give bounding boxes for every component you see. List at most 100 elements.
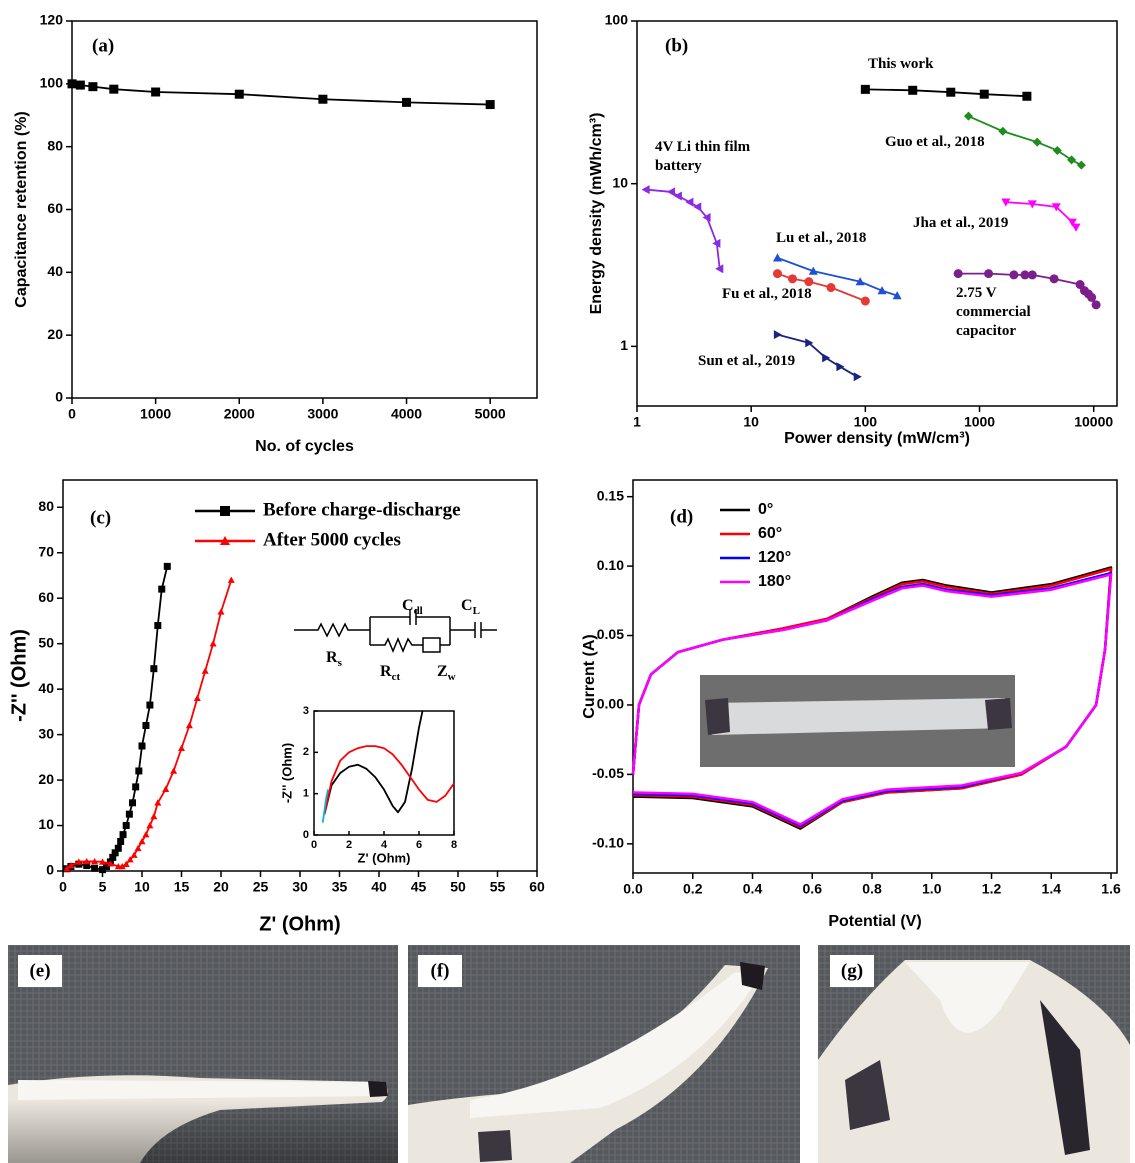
x-tick-label: 60 (529, 879, 545, 895)
marker (1028, 270, 1037, 279)
marker (186, 722, 193, 728)
marker (132, 783, 139, 790)
x-tick-label: 6 (416, 839, 422, 851)
x-tick-label: 4 (381, 839, 388, 851)
x-tick-label: 8 (451, 839, 457, 851)
circuit-label-sub: L (473, 605, 480, 617)
y-tick-label: 3 (303, 705, 309, 717)
y-axis-label: Energy density (mWh/cm³) (588, 113, 605, 315)
x-tick-label: 20 (213, 879, 229, 895)
series-line (72, 84, 490, 105)
y-tick-label: 0.00 (597, 696, 624, 712)
y-tick-label: 0.15 (597, 487, 624, 503)
photo (408, 945, 800, 1163)
y-tick-label: 1 (620, 337, 628, 353)
circuit-label: Rs (326, 649, 343, 669)
y-tick-label: 20 (38, 771, 54, 787)
marker (228, 577, 235, 583)
marker (202, 667, 209, 673)
circuit (294, 609, 497, 652)
series-label: Jha et al., 2019 (913, 214, 1063, 233)
circuit-label-main: C (402, 597, 414, 614)
series-label-box: 4V Li thin film battery (655, 138, 795, 208)
marker (120, 831, 127, 838)
photo-label: (e) (29, 960, 50, 981)
x-tick-label: 55 (490, 879, 506, 895)
x-tick-label: 15 (174, 879, 190, 895)
marker (146, 702, 153, 709)
x-tick-label: 0.2 (683, 881, 703, 897)
y-tick-label: 0 (303, 829, 309, 841)
photo-label: (g) (841, 960, 863, 981)
x-tick-label: 10 (134, 879, 150, 895)
marker (218, 608, 225, 614)
x-tick-label: 0.0 (623, 881, 643, 897)
legend-label: 60° (758, 525, 782, 542)
marker (164, 563, 171, 570)
x-tick-label: 45 (411, 879, 427, 895)
x-axis-label: Z' (Ohm) (358, 850, 411, 865)
y-tick-label: 10 (612, 174, 628, 190)
series-label: This work (868, 55, 988, 74)
marker (129, 799, 136, 806)
x-tick-label: 1 (633, 414, 641, 430)
marker (1009, 270, 1018, 279)
panel-label: (c) (90, 507, 111, 528)
x-tick-label: 25 (253, 879, 269, 895)
x-tick-label: 1.6 (1101, 881, 1121, 897)
series-line (67, 566, 167, 869)
y-axis-label: -Z'' (Ohm) (279, 743, 294, 803)
series-label-box: Guo et al., 2018 (885, 133, 1035, 203)
x-tick-label: 100 (854, 414, 878, 430)
marker (135, 767, 142, 774)
y-tick-label: 0 (46, 862, 54, 878)
marker (954, 269, 963, 278)
y-tick-label: 120 (40, 12, 64, 28)
marker (235, 90, 244, 99)
circuit-label: Cdl (402, 597, 423, 617)
x-axis-label: No. of cycles (255, 438, 354, 455)
marker (68, 79, 77, 88)
x-axis-label: Z' (Ohm) (259, 913, 340, 935)
panel-label: (b) (665, 35, 688, 56)
series-label: Guo et al., 2018 (885, 133, 1035, 152)
y-tick-label: 80 (47, 137, 63, 153)
x-tick-label: 0 (59, 879, 67, 895)
x-tick-label: 0.8 (862, 881, 882, 897)
marker (117, 838, 124, 845)
y-tick-label: 0.05 (597, 626, 624, 642)
x-tick-label: 2000 (224, 406, 255, 422)
y-tick-label: 50 (38, 634, 54, 650)
y-tick-label: 1 (303, 788, 309, 800)
y-axis-label: -Z'' (Ohm) (8, 629, 30, 722)
legend-marker (220, 506, 230, 516)
marker (142, 722, 149, 729)
y-tick-label: 40 (38, 680, 54, 696)
x-tick-label: 2 (346, 839, 352, 851)
x-tick-label: 35 (332, 879, 348, 895)
x-tick-label: 5 (99, 879, 107, 895)
circuit-label-main: R (380, 663, 392, 680)
marker (162, 786, 169, 792)
series-label-box: Lu et al., 2018 (776, 229, 916, 299)
circuit-label: Zw (437, 663, 456, 683)
legend-label: After 5000 cycles (263, 529, 401, 550)
x-tick-label: 0 (68, 406, 76, 422)
marker (984, 269, 993, 278)
x-tick-label: 1.4 (1042, 881, 1062, 897)
y-tick-label: 100 (605, 12, 629, 28)
marker (88, 82, 97, 91)
panel-label: (a) (92, 35, 114, 56)
marker (402, 98, 411, 107)
x-tick-label: 0.4 (743, 881, 763, 897)
x-tick-label: 50 (450, 879, 466, 895)
marker (126, 811, 133, 818)
legend-label: 120° (758, 549, 791, 566)
marker (109, 85, 118, 94)
x-tick-label: 4000 (391, 406, 422, 422)
circuit-label: Rct (380, 663, 400, 683)
y-tick-label: 100 (40, 75, 64, 91)
x-tick-label: 1000 (140, 406, 171, 422)
marker (1022, 92, 1031, 101)
circuit-label-main: Z (437, 663, 448, 680)
